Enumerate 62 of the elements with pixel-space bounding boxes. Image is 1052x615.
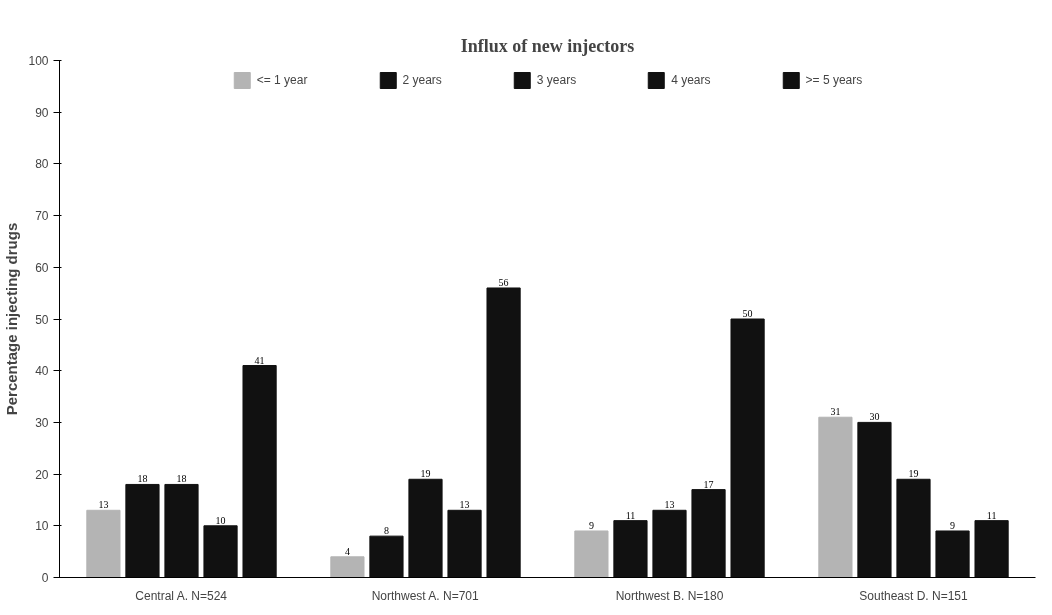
data-label: 19 [908, 468, 919, 480]
data-label: 13 [459, 499, 470, 511]
data-label: 11 [625, 509, 636, 521]
data-label: 56 [498, 276, 509, 288]
y-tick-label: 100 [28, 54, 49, 68]
y-tick-label: 90 [35, 105, 49, 120]
data-label: 10 [215, 514, 226, 526]
x-tick-label: Northwest A. N=701 [371, 588, 480, 603]
y-tick-label: 0 [41, 571, 49, 585]
bar [730, 318, 765, 578]
bar [974, 520, 1009, 578]
chart-title: Influx of new injectors [460, 35, 635, 56]
data-label: 17 [703, 478, 714, 490]
legend-label: 4 years [671, 73, 711, 87]
x-tick-label: Southeast D. N=151 [859, 588, 969, 603]
data-label: 41 [254, 354, 265, 366]
bar [574, 530, 609, 578]
legend-label: 3 years [536, 73, 577, 87]
bar [896, 478, 931, 578]
bar [408, 478, 443, 578]
legend-label: <= 1 year [256, 73, 308, 87]
y-tick-label: 70 [35, 209, 49, 224]
data-label: 30 [869, 411, 880, 423]
bar [369, 535, 404, 578]
y-tick-label: 50 [35, 312, 49, 327]
y-tick-label: 20 [35, 467, 49, 482]
legend-label: >= 5 years [805, 73, 863, 87]
data-label: 13 [664, 499, 675, 511]
y-tick-label: 30 [35, 415, 49, 430]
y-tick-label: 10 [35, 519, 49, 534]
bar [447, 509, 482, 578]
data-label: 18 [137, 473, 148, 485]
y-axis-title: Percentage injecting drugs [3, 222, 21, 416]
data-label: 18 [176, 473, 187, 485]
data-label: 31 [830, 406, 841, 418]
x-tick-label: Northwest B. N=180 [615, 588, 724, 603]
bar [691, 489, 726, 578]
x-tick-label: Central A. N=524 [135, 588, 228, 603]
data-label: 50 [742, 308, 753, 319]
bar [164, 483, 199, 578]
bar [203, 525, 238, 578]
data-label: 9 [950, 519, 956, 531]
bar [125, 483, 160, 578]
bar [242, 365, 277, 578]
data-label: 8 [383, 525, 389, 537]
bar [330, 556, 365, 578]
data-label: 19 [420, 468, 431, 480]
bar [486, 287, 521, 578]
y-tick-label: 40 [35, 364, 49, 379]
y-tick-label: 80 [35, 157, 49, 172]
bar [857, 421, 892, 578]
legend-label: 2 years [402, 73, 442, 87]
data-label: 13 [98, 499, 109, 511]
data-label: 4 [344, 545, 350, 557]
bar [613, 520, 648, 578]
bar [652, 509, 687, 578]
data-label: 9 [588, 519, 594, 531]
bar [86, 509, 121, 578]
y-tick-label: 60 [35, 260, 49, 275]
bar [818, 416, 853, 578]
bar [935, 530, 970, 578]
data-label: 11 [986, 509, 997, 521]
